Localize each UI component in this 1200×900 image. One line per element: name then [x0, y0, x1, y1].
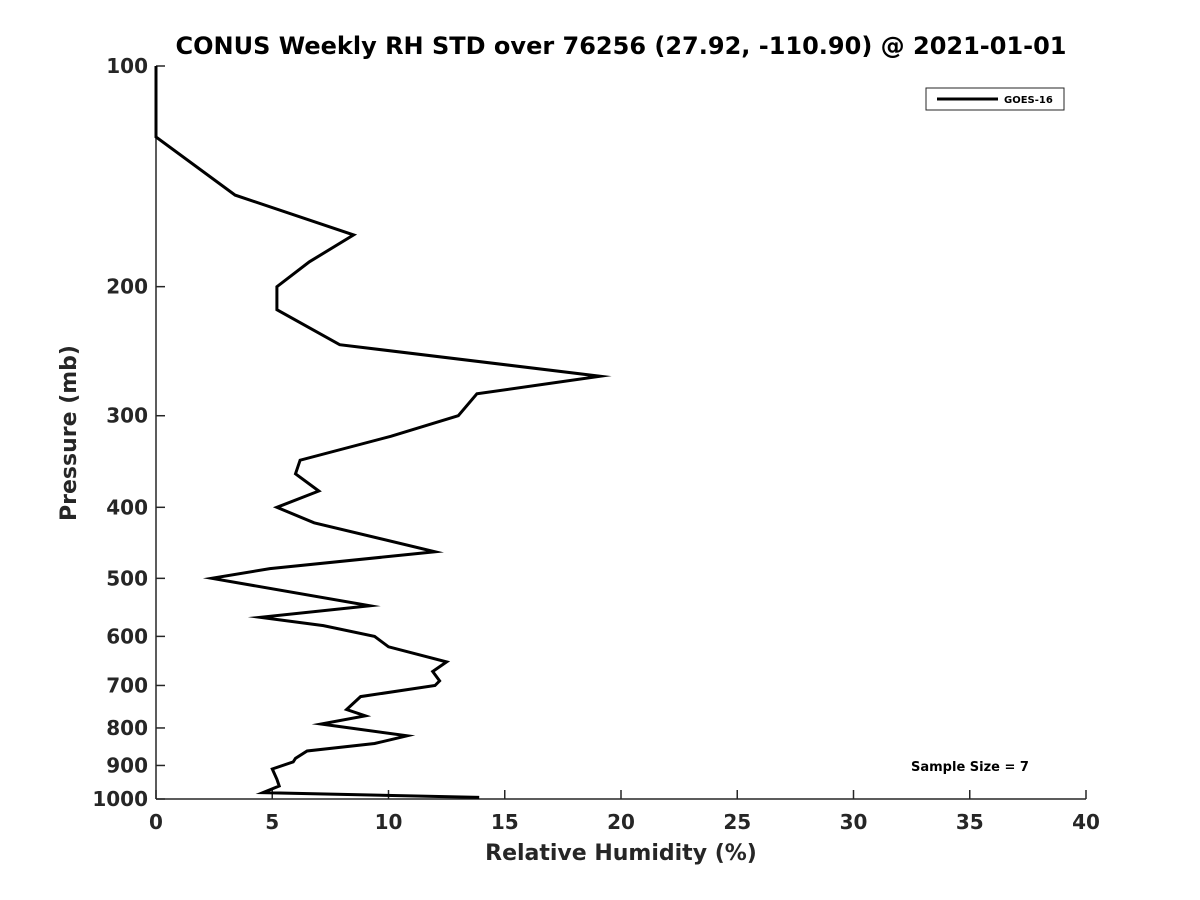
legend: GOES-16 [925, 87, 1065, 111]
x-tick-label: 30 [840, 810, 868, 834]
y-tick-label: 200 [106, 275, 148, 299]
x-ticks: 0 5 10 15 20 25 30 35 40 [149, 790, 1100, 834]
y-tick-label: 600 [106, 624, 148, 648]
y-tick-label: 900 [106, 753, 148, 777]
x-tick-label: 20 [607, 810, 635, 834]
series-line-goes-16 [154, 66, 612, 799]
legend-label-goes-16: GOES-16 [1004, 95, 1053, 106]
x-tick-label: 5 [265, 810, 279, 834]
y-tick-label: 800 [106, 716, 148, 740]
x-tick-label: 40 [1072, 810, 1100, 834]
y-tick-label: 500 [106, 566, 148, 590]
y-tick-label: 100 [106, 54, 148, 78]
sample-size-annotation: Sample Size = 7 [911, 760, 1029, 775]
series-layer [154, 66, 612, 799]
x-tick-label: 10 [375, 810, 403, 834]
y-tick-label: 400 [106, 495, 148, 519]
chart-title: CONUS Weekly RH STD over 76256 (27.92, -… [175, 32, 1066, 60]
y-tick-label: 300 [106, 404, 148, 428]
x-tick-label: 35 [956, 810, 984, 834]
y-tick-label: 700 [106, 673, 148, 697]
x-tick-label: 0 [149, 810, 163, 834]
axes [155, 66, 1086, 800]
y-axis-label: Pressure (mb) [57, 345, 82, 521]
x-tick-label: 15 [491, 810, 519, 834]
y-ticks: 100 200 300 400 500 600 700 800 900 1000 [92, 54, 165, 811]
x-tick-label: 25 [723, 810, 751, 834]
y-tick-label: 1000 [92, 787, 148, 811]
x-axis-label: Relative Humidity (%) [485, 841, 757, 866]
